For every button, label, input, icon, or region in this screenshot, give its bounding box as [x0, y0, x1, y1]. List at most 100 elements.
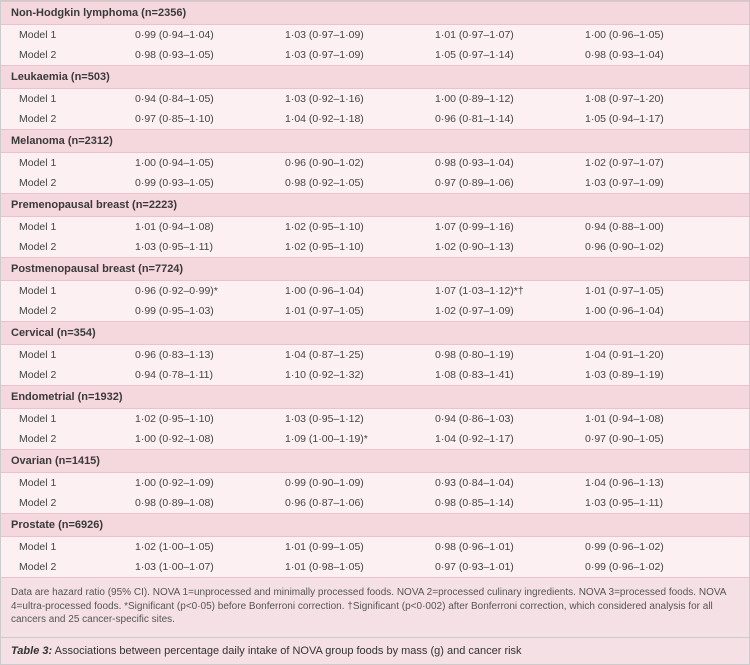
table-row: Model 21·03 (1·00–1·07)1·01 (0·98–1·05)0…: [1, 557, 749, 577]
row-label: Model 2: [1, 433, 131, 445]
cell-value: 0·98 (0·85–1·14): [431, 497, 581, 509]
cell-value: 1·02 (0·97–1·07): [581, 157, 731, 169]
section-header: Melanoma (n=2312): [1, 129, 749, 153]
row-label: Model 2: [1, 561, 131, 573]
cell-value: 1·01 (0·98–1·05): [281, 561, 431, 573]
cell-value: 1·01 (0·97–1·07): [431, 29, 581, 41]
row-label: Model 1: [1, 157, 131, 169]
cell-value: 1·03 (0·95–1·11): [581, 497, 731, 509]
cell-value: 0·99 (0·95–1·03): [131, 305, 281, 317]
cell-value: 1·07 (0·99–1·16): [431, 221, 581, 233]
row-label: Model 1: [1, 93, 131, 105]
row-label: Model 1: [1, 29, 131, 41]
table-footnote: Data are hazard ratio (95% CI). NOVA 1=u…: [1, 577, 749, 637]
section-header: Ovarian (n=1415): [1, 449, 749, 473]
cell-value: 1·03 (0·92–1·16): [281, 93, 431, 105]
cell-value: 1·03 (0·97–1·09): [281, 29, 431, 41]
cell-value: 1·00 (0·92–1·09): [131, 477, 281, 489]
table-row: Model 20·99 (0·95–1·03)1·01 (0·97–1·05)1…: [1, 301, 749, 321]
cell-value: 1·07 (1·03–1·12)*†: [431, 285, 581, 297]
section-header: Non-Hodgkin lymphoma (n=2356): [1, 1, 749, 25]
cell-value: 1·04 (0·87–1·25): [281, 349, 431, 361]
cell-value: 1·05 (0·94–1·17): [581, 113, 731, 125]
cell-value: 1·00 (0·92–1·08): [131, 433, 281, 445]
cell-value: 1·04 (0·92–1·18): [281, 113, 431, 125]
cell-value: 1·00 (0·96–1·04): [281, 285, 431, 297]
cell-value: 1·01 (0·99–1·05): [281, 541, 431, 553]
cell-value: 1·00 (0·94–1·05): [131, 157, 281, 169]
caption-prefix: Table 3:: [11, 645, 52, 657]
table-row: Model 20·99 (0·93–1·05)0·98 (0·92–1·05)0…: [1, 173, 749, 193]
cell-value: 0·96 (0·87–1·06): [281, 497, 431, 509]
row-label: Model 1: [1, 221, 131, 233]
cell-value: 0·99 (0·96–1·02): [581, 561, 731, 573]
cell-value: 0·97 (0·85–1·10): [131, 113, 281, 125]
cell-value: 0·98 (0·93–1·04): [581, 49, 731, 61]
table-row: Model 20·98 (0·93–1·05)1·03 (0·97–1·09)1…: [1, 45, 749, 65]
section-header: Endometrial (n=1932): [1, 385, 749, 409]
cell-value: 0·97 (0·90–1·05): [581, 433, 731, 445]
cell-value: 1·09 (1·00–1·19)*: [281, 433, 431, 445]
row-label: Model 1: [1, 413, 131, 425]
cell-value: 1·02 (1·00–1·05): [131, 541, 281, 553]
cell-value: 0·99 (0·96–1·02): [581, 541, 731, 553]
cell-value: 0·97 (0·89–1·06): [431, 177, 581, 189]
cell-value: 0·98 (0·93–1·04): [431, 157, 581, 169]
row-label: Model 2: [1, 177, 131, 189]
cell-value: 0·97 (0·93–1·01): [431, 561, 581, 573]
cell-value: 0·94 (0·84–1·05): [131, 93, 281, 105]
cell-value: 1·04 (0·92–1·17): [431, 433, 581, 445]
row-label: Model 2: [1, 497, 131, 509]
cell-value: 1·03 (0·95–1·12): [281, 413, 431, 425]
cell-value: 1·02 (0·95–1·10): [281, 221, 431, 233]
cell-value: 1·01 (0·97–1·05): [581, 285, 731, 297]
cell-value: 1·03 (1·00–1·07): [131, 561, 281, 573]
section-header: Premenopausal breast (n=2223): [1, 193, 749, 217]
cell-value: 1·03 (0·97–1·09): [281, 49, 431, 61]
cell-value: 1·03 (0·95–1·11): [131, 241, 281, 253]
table-row: Model 21·00 (0·92–1·08)1·09 (1·00–1·19)*…: [1, 429, 749, 449]
cell-value: 0·96 (0·90–1·02): [281, 157, 431, 169]
cell-value: 0·98 (0·80–1·19): [431, 349, 581, 361]
row-label: Model 1: [1, 541, 131, 553]
cell-value: 1·02 (0·95–1·10): [281, 241, 431, 253]
table-row: Model 11·00 (0·92–1·09)0·99 (0·90–1·09)0…: [1, 473, 749, 493]
row-label: Model 2: [1, 113, 131, 125]
cell-value: 0·96 (0·92–0·99)*: [131, 285, 281, 297]
cell-value: 1·02 (0·97–1·09): [431, 305, 581, 317]
cell-value: 0·99 (0·93–1·05): [131, 177, 281, 189]
cell-value: 0·98 (0·92–1·05): [281, 177, 431, 189]
cell-value: 0·99 (0·94–1·04): [131, 29, 281, 41]
table-row: Model 11·00 (0·94–1·05)0·96 (0·90–1·02)0…: [1, 153, 749, 173]
cell-value: 1·08 (0·97–1·20): [581, 93, 731, 105]
table-caption: Table 3: Associations between percentage…: [1, 637, 749, 664]
cell-value: 1·01 (0·94–1·08): [131, 221, 281, 233]
table-row: Model 11·02 (1·00–1·05)1·01 (0·99–1·05) 0…: [1, 537, 749, 557]
cell-value: 1·01 (0·97–1·05): [281, 305, 431, 317]
cell-value: 0·96 (0·81–1·14): [431, 113, 581, 125]
cell-value: 0·96 (0·83–1·13): [131, 349, 281, 361]
section-header: Leukaemia (n=503): [1, 65, 749, 89]
caption-text: Associations between percentage daily in…: [52, 645, 521, 657]
cell-value: 1·03 (0·97–1·09): [581, 177, 731, 189]
row-label: Model 1: [1, 349, 131, 361]
cell-value: 0·93 (0·84–1·04): [431, 477, 581, 489]
cell-value: 1·02 (0·95–1·10): [131, 413, 281, 425]
table-row: Model 20·97 (0·85–1·10)1·04 (0·92–1·18)0…: [1, 109, 749, 129]
row-label: Model 2: [1, 49, 131, 61]
cell-value: 1·04 (0·91–1·20): [581, 349, 731, 361]
table-row: Model 11·02 (0·95–1·10)1·03 (0·95–1·12)0…: [1, 409, 749, 429]
cell-value: 0·99 (0·90–1·09): [281, 477, 431, 489]
cell-value: 0·94 (0·88–1·00): [581, 221, 731, 233]
cell-value: 1·10 (0·92–1·32): [281, 369, 431, 381]
cell-value: 1·00 (0·89–1·12): [431, 93, 581, 105]
table-row: Model 10·99 (0·94–1·04)1·03 (0·97–1·09)1…: [1, 25, 749, 45]
row-label: Model 2: [1, 369, 131, 381]
cell-value: 0·96 (0·90–1·02): [581, 241, 731, 253]
cell-value: 1·03 (0·89–1·19): [581, 369, 731, 381]
cell-value: 0·98 (0·93–1·05): [131, 49, 281, 61]
table-row: Model 20·94 (0·78–1·11)1·10 (0·92–1·32)1…: [1, 365, 749, 385]
table-row: Model 10·94 (0·84–1·05)1·03 (0·92–1·16)1…: [1, 89, 749, 109]
cell-value: 1·08 (0·83–1·41): [431, 369, 581, 381]
cell-value: 1·05 (0·97–1·14): [431, 49, 581, 61]
